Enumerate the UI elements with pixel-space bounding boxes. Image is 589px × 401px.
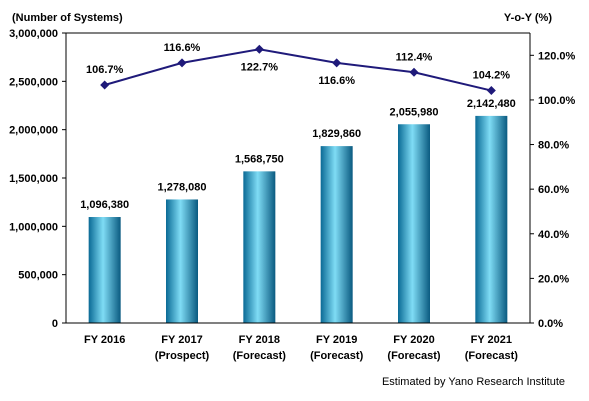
bar-value-label: 2,055,980 (390, 106, 439, 118)
yoy-point (332, 58, 342, 68)
y-tick-label: 1,000,000 (9, 221, 58, 233)
bar (320, 146, 353, 323)
yoy-point (100, 80, 110, 90)
bar-value-label: 1,829,860 (312, 128, 361, 140)
x-tick-label: (Forecast) (387, 350, 441, 362)
x-tick-label: FY 2018 (239, 334, 280, 346)
y-tick-label: 2,000,000 (9, 125, 58, 137)
yoy-value-label: 106.7% (86, 64, 124, 76)
yoy-value-label: 116.6% (164, 42, 201, 54)
y-right-tick-label: 100.0% (538, 95, 576, 107)
y-axis-label: (Number of Systems) (12, 12, 123, 24)
bar (88, 217, 121, 323)
y-right-tick-label: 20.0% (538, 273, 569, 285)
bar (243, 171, 276, 323)
bar (398, 124, 430, 323)
y-right-tick-label: 0.0% (538, 318, 563, 330)
x-axis: FY 2016 FY 2017 (Prospect) FY 2018 (Forecast… (84, 334, 518, 362)
y-axis-right: 0.0% 20.0% 40.0% 60.0% 80.0% 100.0% 120.0% (530, 50, 576, 330)
x-tick-label: FY 2017 (161, 334, 202, 346)
bar (475, 115, 508, 323)
yoy-value-label: 116.6% (318, 75, 355, 87)
bar-value-label: 2,142,480 (467, 98, 516, 110)
bar-value-label: 1,568,750 (235, 153, 284, 165)
yoy-value-label: 112.4% (396, 51, 433, 63)
bar (166, 199, 198, 323)
bar-series: 1,096,380 1,278,080 1,568,750 1,829,860 2,05… (80, 98, 516, 323)
x-tick-label: FY 2016 (84, 334, 125, 346)
x-tick-label: FY 2020 (393, 334, 434, 346)
yoy-value-label: 122.7% (241, 61, 279, 73)
y-right-tick-label: 40.0% (538, 229, 569, 241)
y-right-tick-label: 80.0% (538, 140, 569, 152)
bar-value-label: 1,096,380 (80, 199, 129, 211)
y-right-tick-label: 60.0% (538, 184, 569, 196)
y-tick-label: 3,000,000 (9, 28, 58, 40)
bar-value-label: 1,278,080 (158, 181, 207, 193)
y-tick-label: 500,000 (18, 270, 58, 282)
y-right-tick-label: 120.0% (538, 50, 576, 62)
x-tick-label: (Forecast) (233, 350, 287, 362)
yoy-point (486, 86, 496, 96)
x-tick-label: FY 2019 (316, 334, 357, 346)
x-tick-label: FY 2021 (471, 334, 512, 346)
y-axis-right-label: Y-o-Y (%) (504, 12, 552, 24)
yoy-line (104, 48, 492, 92)
yoy-value-label: 104.2% (473, 70, 511, 82)
line-series: 106.7% 116.6% 122.7% 116.6% 112.4% 104.2% (86, 42, 511, 96)
x-tick-label: (Forecast) (465, 350, 519, 362)
y-tick-label: 2,500,000 (9, 76, 58, 88)
yoy-point (409, 67, 419, 77)
y-tick-label: 1,500,000 (9, 173, 58, 185)
source-credit: Estimated by Yano Research Institute (382, 376, 565, 388)
y-axis-left: 0 500,000 1,000,000 1,500,000 2,000,000 2,500… (9, 28, 66, 330)
x-tick-label: (Forecast) (310, 350, 364, 362)
yoy-point (254, 44, 264, 54)
yoy-point (177, 58, 187, 68)
y-tick-label: 0 (52, 318, 58, 330)
x-tick-label: (Prospect) (155, 350, 210, 362)
